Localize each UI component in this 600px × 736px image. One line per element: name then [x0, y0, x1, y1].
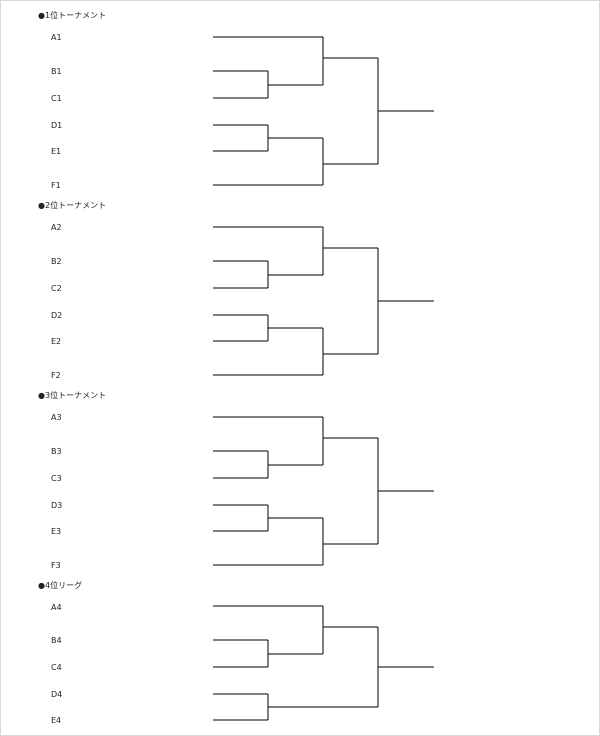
player-label: E2: [51, 337, 62, 346]
player-label: F3: [51, 561, 61, 570]
player-label: C1: [51, 94, 62, 103]
player-label: E4: [51, 716, 62, 725]
bracket-section-1: ●1位トーナメント A1 B1 C1 D1 E1 F1: [0, 0, 600, 190]
bracket-section-3: ●3位トーナメント A3 B3 C3 D3 E3 F3: [0, 380, 600, 570]
player-label: A2: [51, 223, 62, 232]
player-label: D3: [51, 501, 63, 510]
section-title: ●3位トーナメント: [38, 391, 107, 400]
player-label: A3: [51, 413, 62, 422]
section-title: ●1位トーナメント: [38, 11, 107, 20]
player-label: F1: [51, 181, 61, 190]
player-label: C2: [51, 284, 62, 293]
player-label: D2: [51, 311, 63, 320]
player-label: B1: [51, 67, 62, 76]
player-label: B3: [51, 447, 62, 456]
bracket-lines: [213, 416, 434, 566]
bracket-lines: [213, 605, 434, 721]
bracket-lines: [213, 226, 434, 376]
section-title: ●2位トーナメント: [38, 201, 107, 210]
player-label: E1: [51, 147, 62, 156]
player-label: C3: [51, 474, 62, 483]
bracket-section-4: ●4位リーグ A4 B4 C4 D4 E4: [0, 570, 600, 736]
bracket-section-2: ●2位トーナメント A2 B2 C2 D2 E2 F2: [0, 190, 600, 380]
player-label: B2: [51, 257, 62, 266]
section-title: ●4位リーグ: [38, 581, 83, 590]
bracket-lines: [213, 36, 434, 186]
player-label: D1: [51, 121, 63, 130]
player-label: F2: [51, 371, 61, 380]
player-label: B4: [51, 636, 62, 645]
player-label: A1: [51, 33, 62, 42]
player-label: E3: [51, 527, 62, 536]
player-label: C4: [51, 663, 62, 672]
player-label: A4: [51, 603, 62, 612]
player-label: D4: [51, 690, 63, 699]
